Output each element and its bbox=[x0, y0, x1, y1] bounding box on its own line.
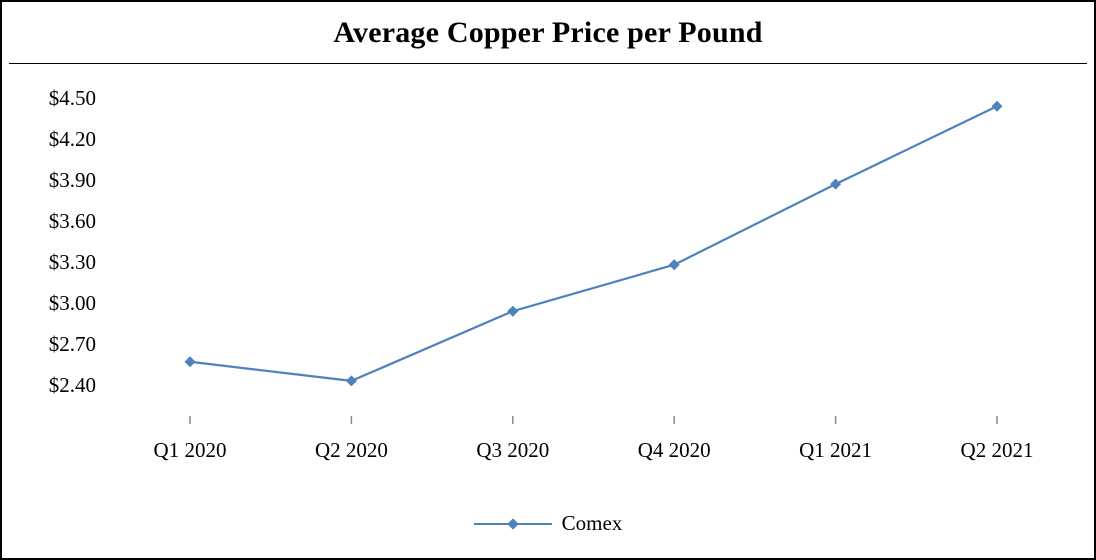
series-line-comex bbox=[189, 105, 998, 382]
y-axis-tick-label: $2.40 bbox=[49, 373, 96, 397]
legend-label-comex: Comex bbox=[561, 511, 623, 535]
x-axis-category-label: Q2 2020 bbox=[315, 438, 388, 462]
data-point-marker bbox=[507, 305, 519, 317]
legend-series-swatch bbox=[473, 517, 552, 530]
data-point-marker bbox=[991, 100, 1003, 112]
data-point-marker bbox=[184, 356, 196, 368]
title-divider bbox=[9, 63, 1087, 64]
data-point-marker bbox=[668, 259, 680, 271]
y-axis-tick-label: $4.50 bbox=[49, 86, 96, 110]
y-axis-tick-label: $3.60 bbox=[49, 209, 96, 233]
data-point-marker bbox=[830, 178, 842, 190]
chart-title: Average Copper Price per Pound bbox=[333, 16, 763, 49]
x-axis-category-label: Q1 2020 bbox=[154, 438, 227, 462]
x-axis-category-label: Q3 2020 bbox=[476, 438, 549, 462]
x-axis-category-label: Q4 2020 bbox=[638, 438, 711, 462]
data-point-marker bbox=[345, 375, 357, 387]
y-axis-tick-label: $2.70 bbox=[49, 332, 96, 356]
y-axis-tick-label: $4.20 bbox=[49, 127, 96, 151]
x-axis-category-label: Q2 2021 bbox=[961, 438, 1034, 462]
y-axis-tick-label: $3.30 bbox=[49, 250, 96, 274]
y-axis-tick-label: $3.90 bbox=[49, 168, 96, 192]
legend: Comex bbox=[2, 511, 1094, 536]
y-axis-tick-label: $3.00 bbox=[49, 291, 96, 315]
legend-diamond-icon bbox=[506, 517, 519, 530]
x-axis-category-label: Q1 2021 bbox=[799, 438, 872, 462]
